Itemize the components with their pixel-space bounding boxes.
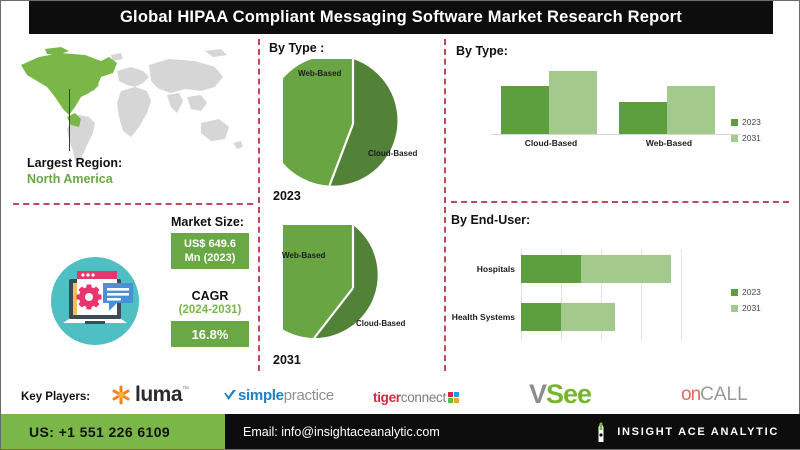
legend-swatch-2023	[731, 118, 738, 126]
legend-swatch-2023	[731, 288, 738, 296]
logo-tigerconnect: tiger connect	[373, 390, 459, 405]
logo-oncall-call: CALL	[700, 384, 748, 405]
pie-2023-year: 2023	[273, 189, 301, 203]
pie-2023-label-cloud: Cloud-Based	[368, 149, 418, 158]
grid-line	[641, 249, 642, 341]
footer-email[interactable]: Email: info@insightaceanalytic.com	[243, 424, 440, 439]
pie-chart-2031	[283, 225, 423, 351]
divider-horizontal-left	[13, 203, 253, 205]
largest-region-value: North America	[27, 172, 113, 186]
grid-line	[681, 249, 682, 341]
end-user-cat-hospitals: Hospitals	[476, 264, 515, 274]
divider-vertical-left	[258, 39, 260, 371]
market-size-line2: Mn (2023)	[184, 252, 236, 264]
hbar-health-systems-2031	[561, 303, 615, 331]
logo-simplepractice-bold: simple	[238, 387, 284, 404]
legend-label-2023: 2023	[742, 117, 761, 127]
largest-region-label: Largest Region:	[27, 156, 123, 170]
software-icon	[41, 253, 149, 349]
pie-2031-year: 2031	[273, 353, 301, 367]
footer-bar: US: +1 551 226 6109 Email: info@insighta…	[1, 414, 800, 449]
largest-region-block: Largest Region: North America	[27, 156, 122, 186]
header-bar: Global HIPAA Compliant Messaging Softwar…	[29, 1, 773, 34]
bar-type-title: By Type:	[456, 44, 508, 58]
cagr-label: CAGR	[191, 289, 229, 303]
grid-line	[561, 249, 562, 341]
key-players-label: Key Players:	[21, 391, 91, 403]
world-map	[9, 43, 249, 168]
end-user-row-health-systems	[521, 303, 615, 331]
logo-oncall: on CALL	[681, 384, 748, 406]
footer-right: Email: info@insightaceanalytic.com INSIG…	[225, 414, 800, 449]
logo-simplepractice-light: practice	[283, 387, 334, 404]
bar-group-web	[619, 59, 719, 134]
pie-2031-label-web: Web-Based	[282, 251, 326, 260]
bar-type-cat-web: Web-Based	[645, 138, 693, 148]
logo-tigerconnect-bold: tiger	[373, 390, 401, 405]
logo-simplepractice: simple practice	[223, 387, 334, 404]
grid-line	[601, 249, 602, 341]
end-user-row-hospitals	[521, 255, 671, 283]
market-size-label: Market Size:	[171, 215, 244, 229]
pie-section-title: By Type :	[269, 41, 325, 55]
market-size-value: US$ 649.6 Mn (2023)	[171, 233, 249, 269]
legend-label-2031: 2031	[742, 303, 761, 313]
bar-cloud-2023	[501, 86, 549, 134]
market-size-line1: US$ 649.6	[184, 237, 236, 250]
logo-luma-tm: ™	[182, 386, 190, 393]
legend-swatch-2031	[731, 304, 738, 312]
map-leader-line	[69, 89, 70, 151]
logo-vsee: V See	[529, 379, 592, 410]
bar-cloud-2031	[549, 71, 597, 134]
legend-label-2023: 2023	[742, 287, 761, 297]
bar-type-chart	[491, 59, 741, 134]
legend-item-2031: 2031	[731, 303, 761, 313]
bar-type-axis	[491, 134, 741, 135]
bar-web-2031	[667, 86, 715, 134]
legend-item-2023: 2023	[731, 287, 761, 297]
legend-item-2023: 2023	[731, 117, 761, 127]
divider-horizontal-right	[451, 201, 789, 203]
legend-swatch-2031	[731, 134, 738, 142]
page-title: Global HIPAA Compliant Messaging Softwar…	[120, 8, 682, 26]
hbar-hospitals-2031	[581, 255, 671, 283]
bar-group-cloud	[501, 59, 601, 134]
footer-phone[interactable]: US: +1 551 226 6109	[1, 414, 225, 449]
brand-mark-icon	[598, 421, 604, 442]
hbar-health-systems-2023	[521, 303, 561, 331]
pie-chart-2023	[283, 59, 423, 189]
asterisk-icon	[111, 385, 131, 405]
cagr-years: (2024-2031)	[178, 304, 242, 316]
brand-logo: INSIGHT ACE ANALYTIC	[594, 421, 779, 442]
tigerconnect-mark-icon	[447, 390, 459, 403]
grid-line	[521, 249, 522, 341]
legend-label-2031: 2031	[742, 133, 761, 143]
end-user-cat-health-systems: Health Systems	[451, 312, 515, 322]
end-user-legend: 2023 2031	[731, 287, 761, 319]
pie-2031-label-cloud: Cloud-Based	[356, 319, 406, 328]
check-icon	[223, 389, 237, 403]
logo-vsee-see: See	[546, 379, 592, 409]
divider-vertical-right	[444, 39, 446, 371]
logo-luma-text: luma	[135, 383, 183, 406]
logo-tigerconnect-light: connect	[400, 390, 446, 405]
legend-item-2031: 2031	[731, 133, 761, 143]
hbar-hospitals-2023	[521, 255, 581, 283]
logo-vsee-v: V	[529, 379, 547, 409]
pie-2023-label-web: Web-Based	[298, 69, 342, 78]
logo-oncall-on: on	[681, 384, 701, 405]
end-user-chart	[521, 249, 711, 341]
bar-web-2023	[619, 102, 667, 134]
bar-type-legend: 2023 2031	[731, 117, 761, 149]
cagr-value: 16.8%	[171, 321, 249, 347]
bar-type-cat-cloud: Cloud-Based	[524, 138, 578, 148]
logo-luma: luma ™	[111, 383, 189, 407]
brand-name: INSIGHT ACE ANALYTIC	[617, 425, 779, 438]
end-user-title: By End-User:	[451, 213, 531, 227]
